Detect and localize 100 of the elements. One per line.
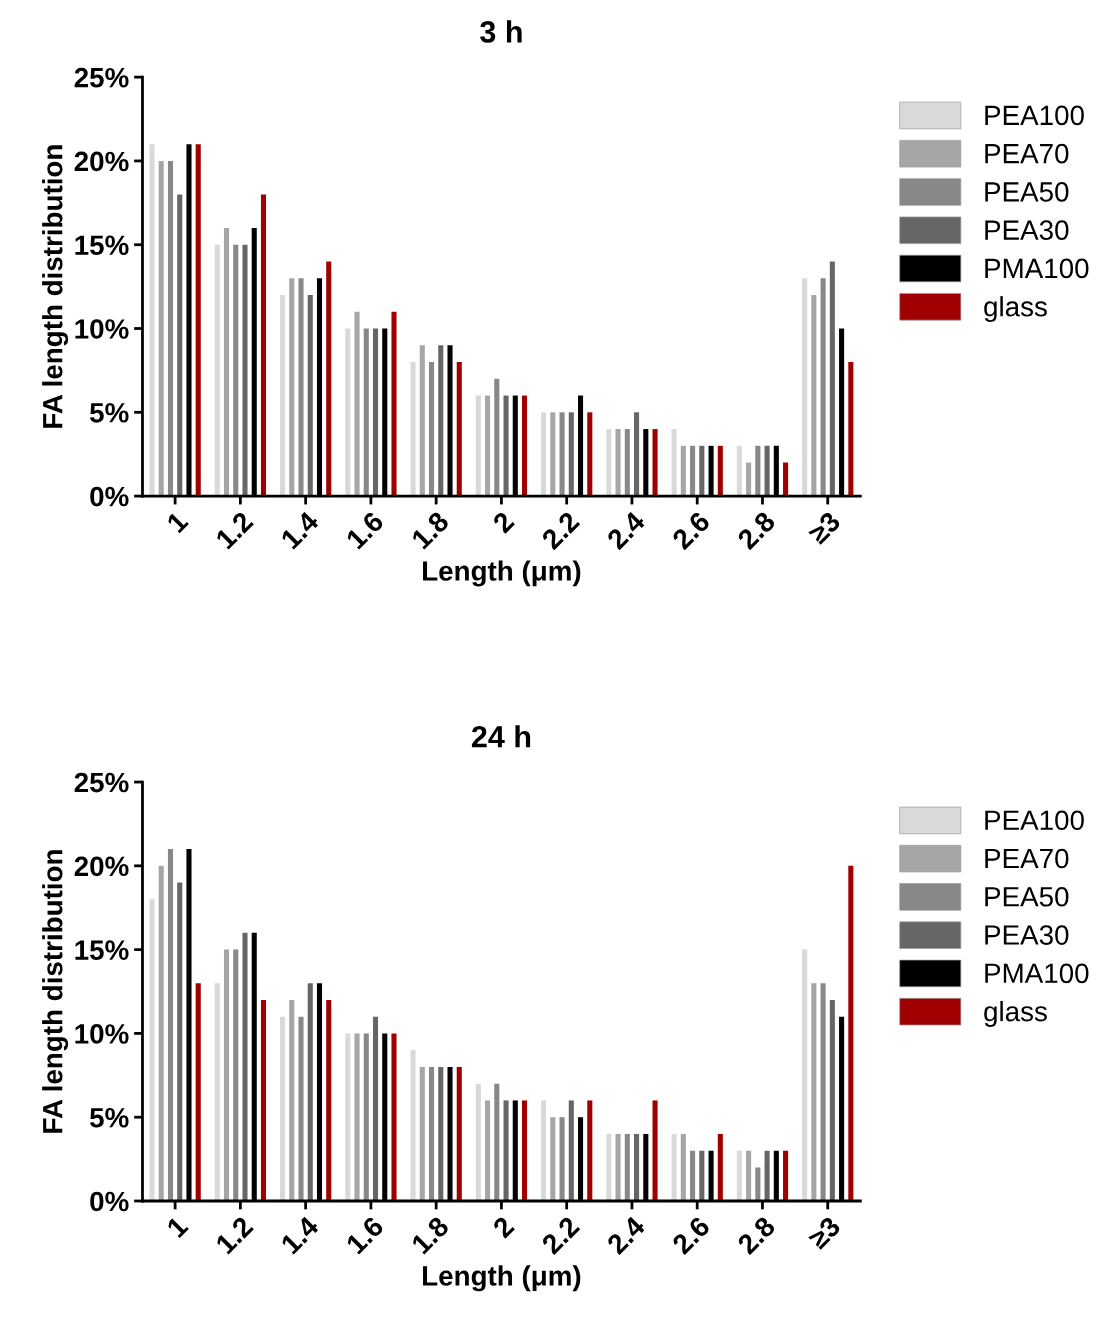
bar xyxy=(736,445,742,497)
bar xyxy=(746,1150,752,1201)
x-tick-label: 1.6 xyxy=(345,1215,385,1255)
bar xyxy=(671,429,677,497)
bar xyxy=(690,1150,696,1201)
x-tick-label: ≥3 xyxy=(807,1215,842,1250)
y-tick-label: 25% xyxy=(74,67,129,88)
bar xyxy=(372,328,379,497)
bar xyxy=(177,882,183,1201)
bar xyxy=(848,362,854,497)
bar xyxy=(541,1100,547,1201)
y-tick-label: 15% xyxy=(75,235,129,256)
bar xyxy=(671,1133,677,1201)
bar xyxy=(363,328,369,497)
bar xyxy=(307,294,313,497)
bar xyxy=(233,949,239,1201)
bar xyxy=(652,429,658,497)
bar xyxy=(829,261,835,497)
bar xyxy=(177,194,183,497)
bar xyxy=(820,983,826,1201)
bar xyxy=(214,244,220,497)
bar xyxy=(615,1133,621,1201)
x-tick-label: 2 xyxy=(491,510,515,534)
bar xyxy=(326,999,332,1201)
y-tick-label: 5% xyxy=(89,1107,129,1128)
chart-title: 3 h xyxy=(480,20,522,43)
x-tick-label: 1.4 xyxy=(280,1215,320,1255)
bar xyxy=(419,345,425,497)
x-axis-title: Length (μm) xyxy=(423,560,581,587)
bar xyxy=(289,999,295,1201)
bar xyxy=(233,244,239,497)
bar xyxy=(475,1083,481,1201)
bar xyxy=(223,227,230,497)
bar xyxy=(811,983,817,1201)
bar xyxy=(307,983,313,1201)
bar xyxy=(690,445,696,497)
bar xyxy=(438,345,444,497)
bar xyxy=(559,1117,565,1201)
bar xyxy=(634,1133,640,1201)
bar xyxy=(680,1133,686,1201)
x-tick-label: 2.4 xyxy=(605,1214,647,1256)
bar xyxy=(475,395,481,497)
y-tick-label: 10% xyxy=(75,1024,129,1044)
bar xyxy=(279,1016,286,1201)
legend-label: PEA100 xyxy=(985,810,1084,831)
bar xyxy=(848,865,854,1201)
bar xyxy=(410,1050,416,1201)
bar xyxy=(428,362,435,497)
y-tick-label: 25% xyxy=(74,772,129,793)
x-tick-label: 2.6 xyxy=(671,510,711,551)
bar xyxy=(652,1100,658,1201)
bar xyxy=(260,999,267,1201)
bar xyxy=(717,445,723,497)
bar xyxy=(391,1033,397,1201)
bar xyxy=(158,160,164,497)
bar xyxy=(764,445,770,497)
bar xyxy=(680,445,686,497)
bar xyxy=(149,899,155,1201)
bar xyxy=(494,1083,500,1201)
bar xyxy=(438,1066,444,1201)
bar xyxy=(541,412,547,497)
bar xyxy=(345,328,351,497)
bar xyxy=(354,311,360,497)
chart-title: 24 h xyxy=(471,725,531,748)
bar xyxy=(624,1133,630,1201)
bar xyxy=(158,865,164,1201)
bar xyxy=(699,1150,705,1201)
bar xyxy=(755,1167,761,1201)
bar xyxy=(521,1100,528,1201)
x-axis-title: Length (μm) xyxy=(423,1265,581,1292)
bar xyxy=(764,1150,770,1201)
bar xyxy=(568,412,574,497)
bar xyxy=(829,999,835,1201)
bar xyxy=(615,429,621,497)
bar xyxy=(503,1100,509,1201)
legend-label: glass xyxy=(984,1001,1047,1027)
bar xyxy=(326,261,332,497)
bar xyxy=(298,278,304,497)
bar xyxy=(242,244,248,497)
bar xyxy=(783,462,789,497)
x-tick-label: ≥3 xyxy=(807,510,842,545)
bar xyxy=(410,362,416,497)
y-tick-label: 20% xyxy=(74,151,129,172)
bar xyxy=(606,1133,612,1201)
bar xyxy=(167,160,174,497)
bar xyxy=(223,949,230,1201)
y-tick-label: 5% xyxy=(89,403,129,423)
legend-label: PEA100 xyxy=(985,105,1084,126)
bar xyxy=(354,1033,360,1201)
bar xyxy=(242,932,248,1201)
y-tick-label: 20% xyxy=(74,856,129,877)
bar xyxy=(279,294,286,497)
bar xyxy=(485,1100,491,1201)
bar xyxy=(456,1066,462,1201)
legend-label: PEA50 xyxy=(985,182,1069,202)
bar xyxy=(149,144,155,497)
bar xyxy=(167,849,174,1201)
x-tick-label: 2.8 xyxy=(736,1215,777,1256)
y-axis-title: FA length distribution xyxy=(42,850,69,1133)
bar xyxy=(372,1016,379,1201)
